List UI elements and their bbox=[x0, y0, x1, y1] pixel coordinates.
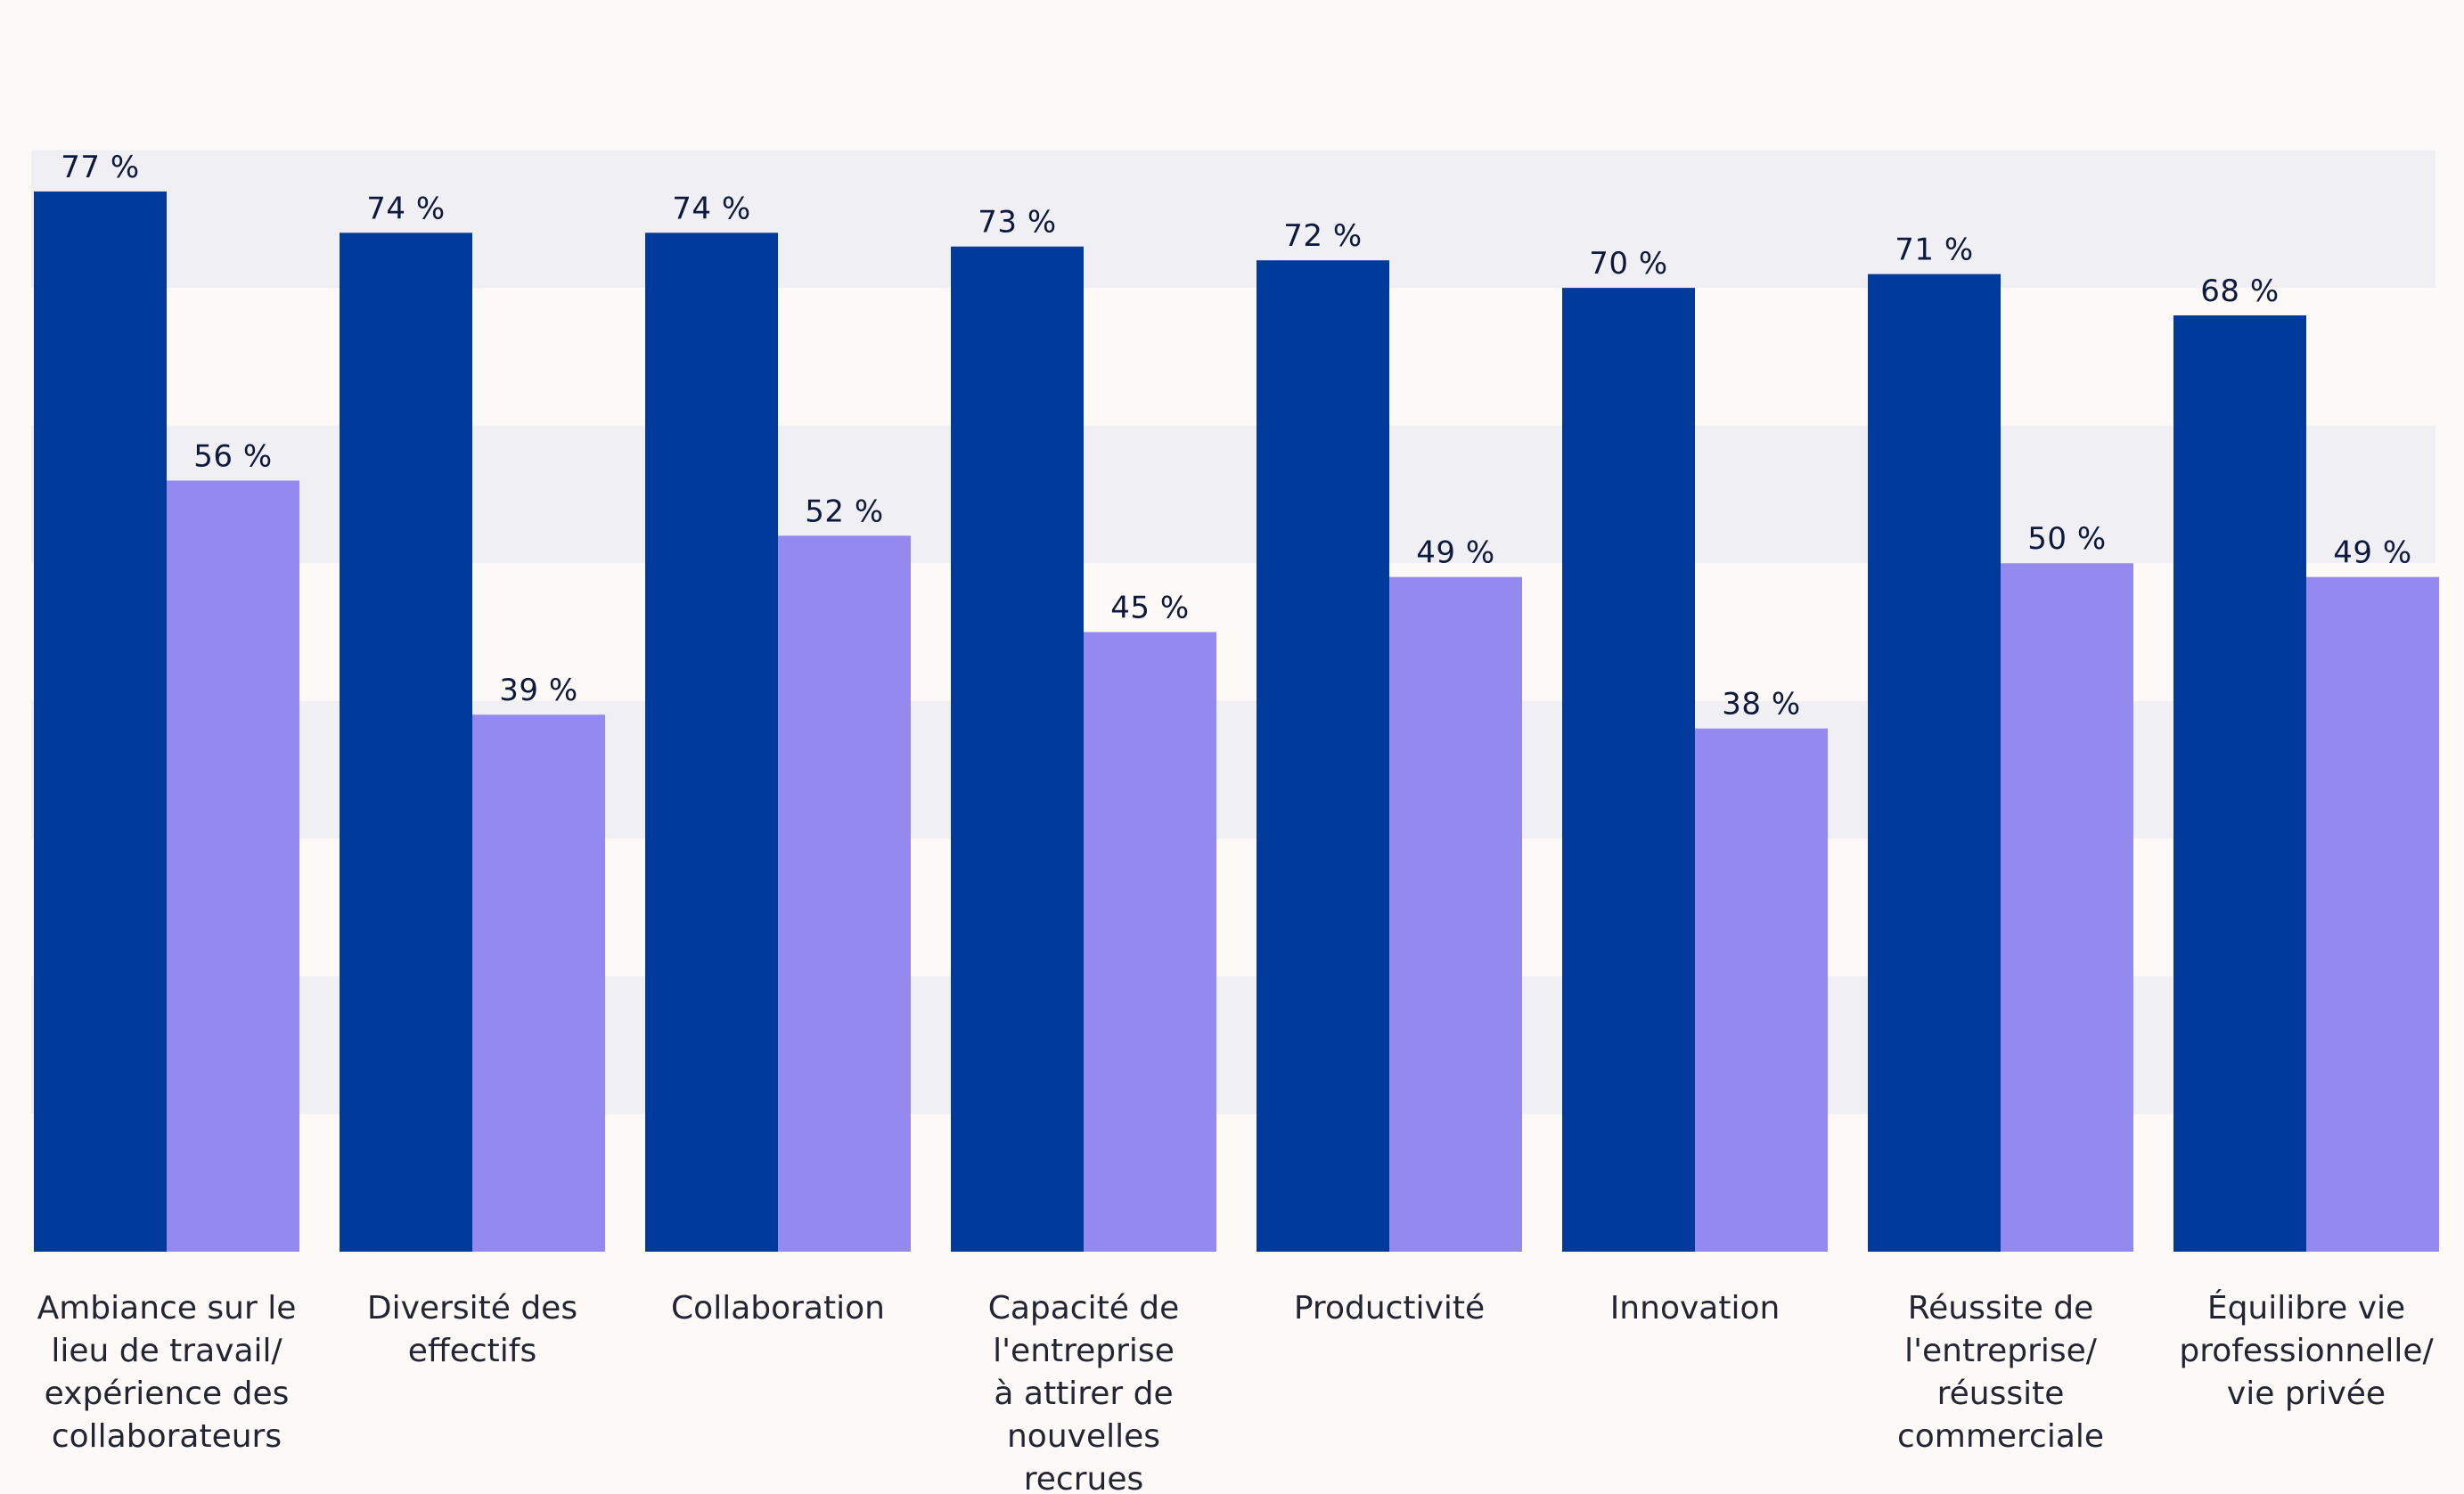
category-labels: Ambiance sur le lieu de travail/expérienc… bbox=[37, 1289, 2435, 1494]
category-label-line: Productivité bbox=[1294, 1290, 1485, 1327]
data-label: 68 % bbox=[2200, 273, 2279, 309]
data-label: 77 % bbox=[61, 150, 139, 185]
category-label: Équilibre vie professionnelle/vie privée bbox=[2179, 1289, 2434, 1412]
category-label-line: professionnelle/ bbox=[2179, 1333, 2434, 1369]
bar-series-1-6 bbox=[1562, 288, 1695, 1253]
bar-series-2-6 bbox=[1695, 728, 1828, 1252]
category-label-line: lieu de travail/ bbox=[51, 1333, 282, 1369]
category-label-line: l'entreprise bbox=[993, 1333, 1175, 1369]
data-label: 50 % bbox=[2027, 521, 2106, 557]
category-label: Diversité des effectifs bbox=[367, 1290, 577, 1369]
category-label-line: collaborateurs bbox=[52, 1418, 282, 1455]
bar-series-1-4 bbox=[951, 246, 1084, 1253]
category-label: Collaboration bbox=[671, 1290, 885, 1327]
bar-series-2-2 bbox=[472, 714, 605, 1252]
data-label: 49 % bbox=[2333, 535, 2411, 571]
category-label-line: l'entreprise/ bbox=[1904, 1333, 2098, 1369]
category-label-line: Ambiance sur le bbox=[37, 1290, 297, 1327]
data-label: 38 % bbox=[1722, 687, 1800, 723]
data-label: 74 % bbox=[672, 191, 750, 226]
bar-series-2-8 bbox=[2306, 576, 2439, 1252]
bar-series-2-5 bbox=[1389, 576, 1522, 1252]
category-label-line: Réussite de bbox=[1908, 1290, 2094, 1327]
data-label: 45 % bbox=[1110, 591, 1189, 626]
bar-series-1-2 bbox=[340, 233, 472, 1253]
data-label: 49 % bbox=[1416, 535, 1494, 571]
bar-series-2-7 bbox=[2001, 563, 2133, 1252]
bar-series-1-8 bbox=[2173, 315, 2306, 1252]
bar-series-1-3 bbox=[645, 233, 778, 1253]
category-label-line: Collaboration bbox=[671, 1290, 885, 1327]
category-label: Productivité bbox=[1294, 1290, 1485, 1327]
bar-series-1-5 bbox=[1257, 260, 1389, 1253]
category-label: Réussite de l'entreprise/réussite commerci… bbox=[1897, 1290, 2104, 1455]
category-label-line: effectifs bbox=[408, 1333, 536, 1369]
data-label: 70 % bbox=[1589, 246, 1667, 282]
data-label: 52 % bbox=[805, 494, 883, 529]
data-label: 72 % bbox=[1283, 218, 1362, 254]
data-label: 71 % bbox=[1895, 233, 1973, 268]
data-label: 73 % bbox=[978, 205, 1056, 241]
category-label-line: expérience des bbox=[45, 1376, 290, 1412]
data-label: 74 % bbox=[366, 191, 445, 226]
value-labels: 77 % 56 % 74 % 39 % 74 % 52 % 73 % 45 % 72 % 49 %… bbox=[61, 150, 2411, 723]
category-label-line: Équilibre vie bbox=[2207, 1289, 2405, 1327]
bar-series-2-3 bbox=[778, 535, 911, 1252]
category-label-line: Diversité des bbox=[367, 1290, 577, 1327]
category-label: Ambiance sur le lieu de travail/expérienc… bbox=[37, 1290, 297, 1455]
data-label: 56 % bbox=[193, 438, 272, 474]
data-label: 39 % bbox=[499, 673, 577, 708]
category-label-line: réussite bbox=[1937, 1376, 2065, 1412]
bar-series-1-7 bbox=[1868, 273, 2001, 1253]
bar-series-2-4 bbox=[1084, 632, 1216, 1252]
bar-series-2-1 bbox=[167, 480, 299, 1252]
category-label-line: Capacité de bbox=[988, 1290, 1180, 1327]
category-label-line: Innovation bbox=[1610, 1290, 1780, 1327]
category-label: Capacité de l'entreprise à attirer de nouve… bbox=[988, 1290, 1180, 1494]
category-label-line: nouvelles bbox=[1007, 1418, 1160, 1455]
bar-series-1-1 bbox=[34, 191, 167, 1252]
category-label-line: à attirer de bbox=[994, 1376, 1173, 1412]
category-label-line: commerciale bbox=[1897, 1418, 2104, 1455]
category-label: Innovation bbox=[1610, 1290, 1780, 1327]
category-label-line: vie privée bbox=[2227, 1376, 2386, 1412]
bars bbox=[34, 191, 2439, 1253]
category-label-line: recrues bbox=[1024, 1461, 1143, 1494]
